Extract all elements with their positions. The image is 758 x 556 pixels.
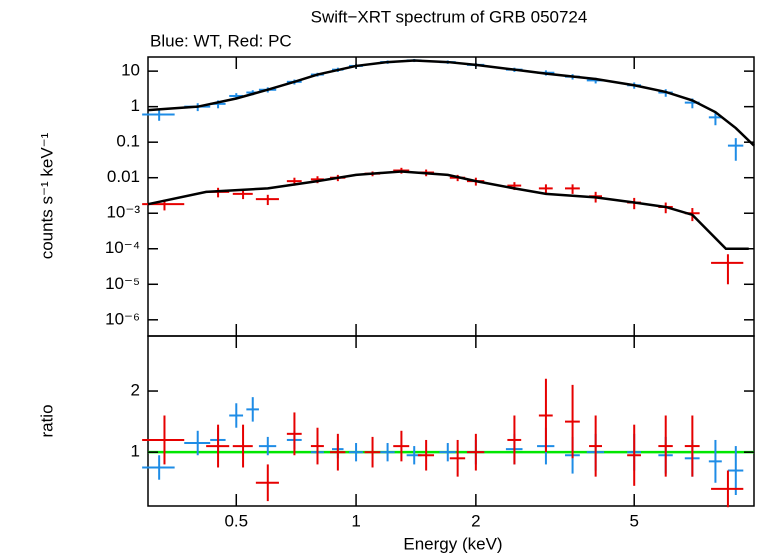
- x-tick-label: 2: [471, 511, 480, 530]
- x-tick-label: 1: [351, 511, 360, 530]
- y-tick-label: 1: [131, 442, 140, 461]
- plot-frame: [147, 335, 755, 507]
- y-tick-label: 1: [131, 96, 140, 115]
- y-tick-label: 2: [131, 381, 140, 400]
- x-tick-label: 5: [629, 511, 638, 530]
- model-line: [147, 59, 755, 147]
- chart-subtitle: Blue: WT, Red: PC: [150, 31, 292, 50]
- y-tick-label: 0.1: [116, 132, 140, 151]
- y-tick-label: 10⁻⁶: [105, 309, 140, 328]
- chart-title: Swift−XRT spectrum of GRB 050724: [311, 7, 588, 26]
- y-tick-label: 10⁻⁵: [105, 274, 140, 293]
- model-line: [147, 170, 749, 251]
- y-tick-label: 10⁻³: [106, 203, 140, 222]
- y-axis-label: counts s⁻¹ keV⁻¹: [37, 132, 56, 259]
- y-tick-label: 10: [121, 61, 140, 80]
- x-axis-label: Energy (keV): [403, 534, 502, 553]
- y-tick-label: 0.01: [107, 167, 140, 186]
- x-tick-label: 0.5: [224, 511, 248, 530]
- y-tick-label: 10⁻⁴: [105, 238, 140, 257]
- y-axis-label: ratio: [37, 404, 56, 437]
